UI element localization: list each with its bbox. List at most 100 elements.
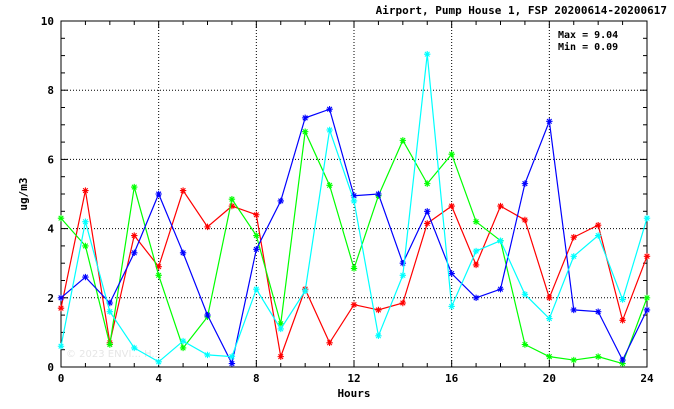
data-point [277,325,284,333]
data-point [570,356,577,364]
series-4 [57,51,651,366]
data-point [228,202,236,210]
data-point [350,301,358,308]
data-point [179,344,187,352]
data-point [521,216,529,224]
y-tick-label: 10 [41,15,54,28]
data-point [619,296,626,303]
data-point [179,337,187,345]
data-point [619,356,626,364]
data-point [570,306,577,314]
data-point [594,221,602,229]
data-point [375,332,382,340]
x-tick-label: 16 [445,372,459,385]
data-point [228,360,236,367]
y-axis-label: ug/m3 [17,177,30,210]
data-point [57,343,65,350]
data-point [326,106,333,113]
data-point [277,197,284,205]
data-point [228,353,236,360]
x-tick-label: 24 [640,372,654,385]
x-tick-label: 0 [58,372,65,385]
data-point [350,192,358,199]
data-point [448,270,455,277]
data-point [301,287,309,295]
data-point [106,341,114,348]
data-point [546,118,553,125]
data-point [399,260,407,267]
data-point [472,218,480,225]
chart-title: Airport, Pump House 1, FSP 20200614-2020… [376,4,667,17]
y-tick-label: 0 [47,361,54,374]
data-point [179,187,187,194]
data-point [448,151,455,158]
data-point [57,215,65,222]
data-point [643,253,651,260]
watermark: © 2023 ENVI... H... [66,349,161,360]
data-point [82,242,89,250]
series-line [60,129,648,365]
data-point [594,232,602,239]
data-point [594,308,602,315]
data-point [399,137,407,144]
data-point [472,247,480,255]
data-point [106,308,114,315]
data-point [301,128,309,135]
data-point [179,249,187,257]
data-point [643,294,651,301]
data-point [619,317,626,324]
x-tick-label: 20 [543,372,556,385]
data-point [131,183,138,191]
data-point [375,306,382,314]
data-point [82,273,89,281]
data-point [155,190,162,198]
data-point [82,218,89,225]
data-point [131,249,138,257]
data-point [375,190,382,198]
data-point [497,202,504,210]
series-2 [57,128,651,367]
min-annotation: Min = 0.09 [558,41,618,53]
data-point [594,353,602,360]
data-point [82,187,89,194]
data-point [57,294,65,301]
data-point [253,285,260,293]
data-point [399,272,407,279]
data-point [57,304,65,312]
data-point [619,360,626,367]
data-point [472,261,480,269]
data-point [399,299,407,307]
data-point [326,339,333,346]
data-point [643,306,651,314]
data-point [326,182,333,189]
data-point [546,294,553,301]
data-point [497,285,504,293]
data-point [643,215,651,222]
x-tick-label: 12 [347,372,360,385]
data-point [424,220,431,227]
data-point [472,294,480,301]
data-point [228,195,236,203]
data-point [350,197,358,205]
data-point [350,265,358,272]
data-point [253,232,260,239]
data-point [424,51,431,58]
data-point [277,353,284,360]
grid-lines [61,21,647,367]
data-point [277,320,284,327]
series-3 [57,106,651,367]
series-group [57,51,651,367]
data-point [546,353,553,360]
x-tick-label: 4 [155,372,162,385]
data-point [326,126,333,134]
data-point [521,341,529,348]
data-point [204,311,211,319]
data-point [448,202,455,210]
data-point [546,315,553,322]
data-point [424,208,431,215]
data-point [448,303,455,310]
data-point [131,344,138,352]
data-point [570,253,577,260]
